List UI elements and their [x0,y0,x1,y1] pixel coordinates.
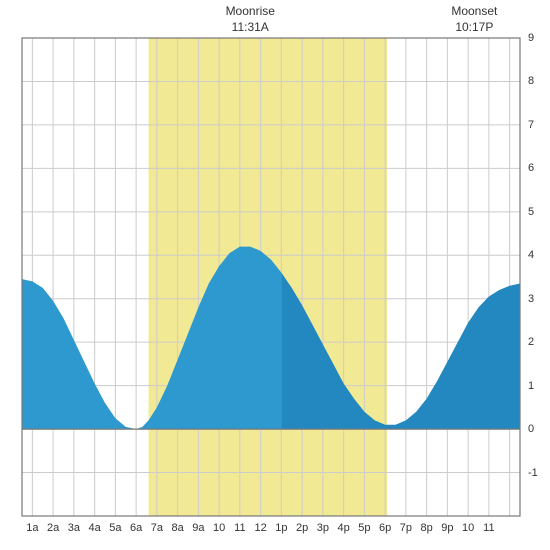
y-tick-label: 7 [528,119,534,131]
x-tick-label: 11 [234,522,245,534]
x-tick-label: 2p [296,522,308,534]
y-tick-label: 4 [528,249,534,261]
x-tick-label: 3p [317,522,329,534]
y-tick-label: 9 [528,32,534,44]
x-tick-label: 7p [400,522,412,534]
y-tick-label: 5 [528,206,534,218]
x-tick-label: 3a [68,522,80,534]
y-tick-label: 6 [528,162,534,174]
x-tick-label: 4p [338,522,350,534]
y-tick-label: 2 [528,336,534,348]
x-tick-label: 6p [379,522,391,534]
x-tick-label: 8p [421,522,433,534]
x-tick-label: 10 [213,522,225,534]
tide-chart [0,0,550,550]
x-tick-label: 10 [462,522,474,534]
y-tick-label: 3 [528,293,534,305]
y-tick-label: 1 [528,380,534,392]
x-tick-label: 5a [109,522,121,534]
tide-chart-container: Moonrise 11:31A Moonset 10:17P 1a2a3a4a5… [0,0,550,550]
x-tick-label: 11 [483,522,494,534]
x-tick-label: 1p [275,522,287,534]
x-tick-label: 9p [441,522,453,534]
y-tick-label: -1 [528,467,538,479]
x-tick-label: 6a [130,522,142,534]
x-tick-label: 5p [358,522,370,534]
x-tick-label: 7a [151,522,163,534]
x-tick-label: 9a [192,522,204,534]
y-tick-label: 8 [528,75,534,87]
x-tick-label: 4a [89,522,101,534]
x-tick-label: 2a [47,522,59,534]
x-tick-label: 1a [26,522,38,534]
x-tick-label: 8a [172,522,184,534]
y-tick-label: 0 [528,423,534,435]
x-tick-label: 12 [255,522,267,534]
